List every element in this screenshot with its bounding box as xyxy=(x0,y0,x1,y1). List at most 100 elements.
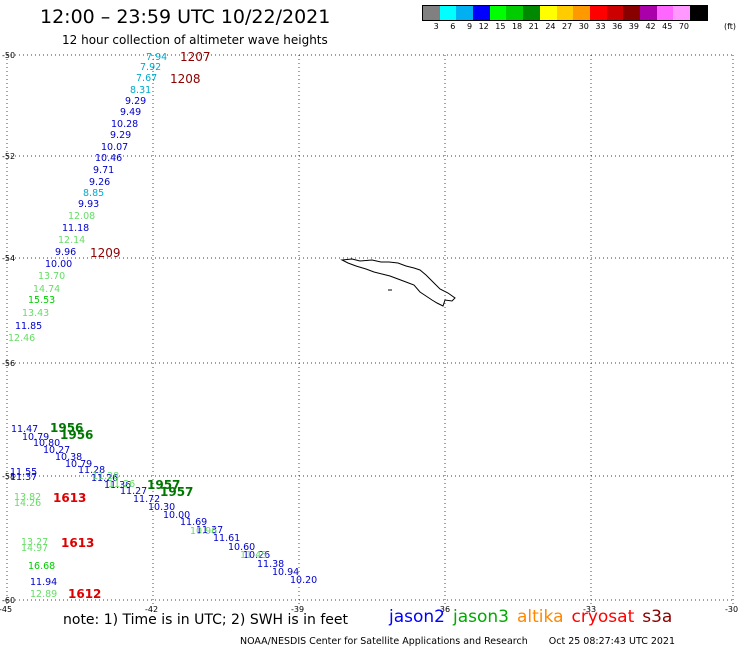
altimeter-tracks: 7.947.927.678.319.299.4910.289.2910.0710… xyxy=(8,50,317,601)
legend-label: 9 xyxy=(466,22,473,31)
legend-swatch xyxy=(473,6,490,20)
wave-height-value: 11.28 xyxy=(92,471,119,482)
legend-swatch xyxy=(573,6,590,20)
legend-label: 27 xyxy=(562,22,573,31)
wave-height-value: 10.96 xyxy=(190,526,217,537)
legend-unit: (ft) xyxy=(724,22,737,31)
generated-date: Oct 25 08:27:43 UTC 2021 xyxy=(548,636,676,647)
wave-height-value: 10.07 xyxy=(101,142,128,153)
legend-label: 45 xyxy=(662,22,673,31)
pass-time-label: 1957 xyxy=(147,478,180,492)
lat-label: -52 xyxy=(2,152,15,161)
legend-swatch xyxy=(690,6,707,20)
pass-time-label: 1957 xyxy=(160,485,193,499)
wave-height-value: 11.85 xyxy=(15,321,42,332)
wave-height-value: 14.97 xyxy=(21,543,48,554)
lon-label: -33 xyxy=(583,605,596,614)
legend-label: 33 xyxy=(595,22,606,31)
lat-label: -60 xyxy=(2,596,15,605)
wave-height-value: 9.26 xyxy=(89,177,110,188)
wave-height-value: 16.68 xyxy=(28,561,55,572)
wave-height-value: 11.18 xyxy=(62,223,89,234)
legend-color-bar xyxy=(422,5,708,21)
south-georgia-coastline xyxy=(340,258,456,307)
wave-height-value: 12.46 xyxy=(8,333,35,344)
wave-height-value: 8.85 xyxy=(83,188,104,199)
legend-swatch xyxy=(489,6,507,20)
legend-swatch xyxy=(623,6,640,20)
wave-height-value: 14.26 xyxy=(14,498,41,509)
wave-height-value: 11.69 xyxy=(180,517,207,528)
pass-time-label: 1613 xyxy=(61,536,94,550)
legend-label: 70 xyxy=(678,22,689,31)
legend-label: 6 xyxy=(450,22,456,31)
wave-height-value: 10.46 xyxy=(95,153,122,164)
wave-height-value: 12.89 xyxy=(30,589,57,600)
wave-height-value: 10.60 xyxy=(228,542,255,553)
wave-height-value: 11.72 xyxy=(133,494,160,505)
lat-label: -50 xyxy=(2,51,15,60)
wave-height-value: 12.14 xyxy=(58,235,85,246)
legend-label: 21 xyxy=(528,22,539,31)
wave-height-value: 11.37 xyxy=(196,525,223,536)
legend-swatch xyxy=(556,6,574,20)
lon-label: -39 xyxy=(291,605,304,614)
pass-time-label: 1956 xyxy=(60,428,93,442)
wave-height-value: 15.53 xyxy=(28,295,55,306)
satellite-jason2: jason2 xyxy=(389,607,445,627)
wave-height-value: 11.94 xyxy=(30,577,57,588)
legend-label: 24 xyxy=(545,22,556,31)
wave-height-value: 11.26 xyxy=(108,479,135,490)
wave-height-value: 11.26 xyxy=(91,473,118,484)
legend-swatch xyxy=(539,6,557,20)
color-legend: 3 6 9 12 15 18 21 24 27 30 33 36 39 42 45 70 (ft) xyxy=(422,5,736,31)
wave-height-value: 11.37 xyxy=(10,472,37,483)
legend-swatch xyxy=(456,6,474,20)
wave-height-value: 12.08 xyxy=(68,211,95,222)
lat-label: -54 xyxy=(2,254,15,263)
wave-height-value: 13.82 xyxy=(14,492,41,503)
wave-height-value: 10.28 xyxy=(111,119,138,130)
legend-swatch xyxy=(423,6,440,20)
legend-label: 42 xyxy=(645,22,656,31)
wave-height-value: 9.93 xyxy=(78,199,99,210)
wave-height-value: 10.94 xyxy=(272,567,299,578)
pass-time-label: 1613 xyxy=(53,491,86,505)
wave-height-value: 10.00 xyxy=(45,259,72,270)
legend-label: 30 xyxy=(578,22,589,31)
legend-label: 15 xyxy=(495,22,506,31)
credit-line: NOAA/NESDIS Center for Satellite Applica… xyxy=(240,636,675,647)
pass-time-label: 1956 xyxy=(50,421,83,435)
legend-label: 12 xyxy=(478,22,489,31)
satellite-s3a: s3a xyxy=(642,607,673,627)
legend-swatch xyxy=(523,6,540,20)
footer-note: note: 1) Time is in UTC; 2) SWH is in fe… xyxy=(63,612,349,628)
wave-height-value: 7.92 xyxy=(140,62,161,73)
pass-time-label: 1208 xyxy=(170,72,201,86)
lat-label: -58 xyxy=(2,472,15,481)
lon-label: -30 xyxy=(725,605,738,614)
wave-height-value: 9.49 xyxy=(120,107,141,118)
wave-height-value: 13.70 xyxy=(38,271,65,282)
wave-height-value: 7.94 xyxy=(146,52,167,63)
legend-label: 3 xyxy=(433,22,439,31)
wave-height-value: 11.38 xyxy=(257,559,284,570)
lon-label: -42 xyxy=(145,605,158,614)
legend-swatch xyxy=(439,6,457,20)
wave-height-value: 9.96 xyxy=(55,247,76,258)
legend-swatch xyxy=(639,6,657,20)
wave-height-value: 11.47 xyxy=(11,424,38,435)
wave-height-value: 13.27 xyxy=(21,537,48,548)
map-subtitle: 12 hour collection of altimeter wave hei… xyxy=(62,33,328,47)
legend-label: 39 xyxy=(628,22,639,31)
legend-swatch xyxy=(606,6,624,20)
satellite-legend: jason2 jason3 altika cryosat s3a xyxy=(389,607,680,627)
wave-height-value: 10.80 xyxy=(33,438,60,449)
wave-height-value: 11.55 xyxy=(10,467,37,478)
pass-time-label: 1207 xyxy=(180,50,211,64)
wave-height-value: 10.27 xyxy=(43,445,70,456)
wave-height-value: 11.28 xyxy=(78,465,105,476)
wave-height-value: 10.00 xyxy=(163,510,190,521)
wave-height-value: 11.27 xyxy=(120,486,147,497)
